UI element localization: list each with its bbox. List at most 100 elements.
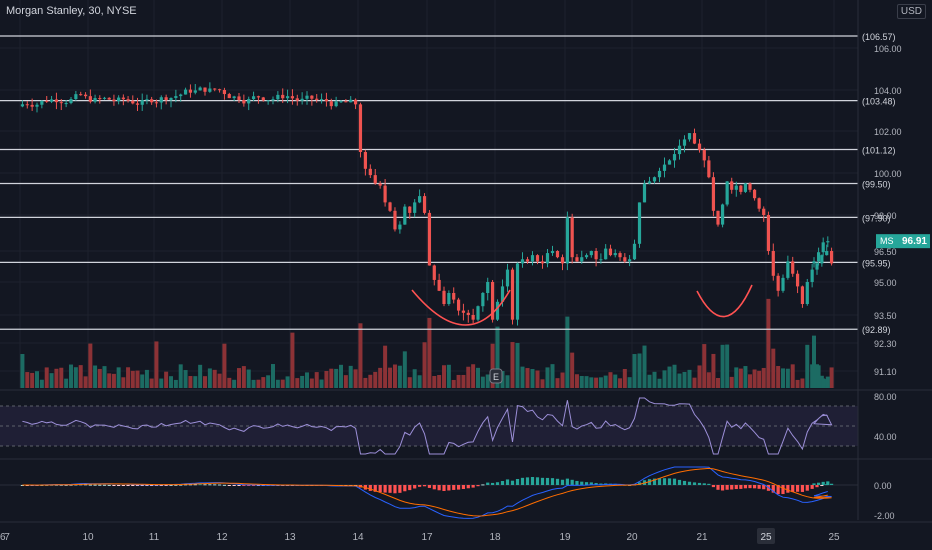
candle-body [786, 261, 790, 278]
volume-bar [613, 374, 618, 388]
candle-body [93, 98, 97, 102]
earnings-event-marker: E [489, 368, 503, 384]
volume-bar [476, 367, 480, 388]
candle-body [766, 215, 771, 251]
candle-body [525, 259, 530, 262]
volume-bar [800, 378, 805, 388]
macd-histogram-bar [815, 485, 819, 488]
time-tick-label: 19 [559, 532, 571, 543]
volume-bar [456, 374, 461, 388]
candle-body [198, 87, 202, 91]
candle-body [550, 251, 555, 254]
price-tick-label: 104.00 [874, 86, 902, 96]
candle-body [757, 198, 761, 209]
volume-bar [555, 378, 560, 388]
macd-histogram-bar [599, 483, 603, 485]
macd-histogram-bar [672, 478, 677, 485]
macd-histogram-bar [525, 477, 530, 485]
macd-histogram-bar [150, 485, 154, 486]
volume-bar [135, 370, 140, 388]
macd-tick-label: 0.00 [874, 481, 892, 491]
volume-bar [111, 373, 116, 388]
candle-body [20, 104, 25, 107]
macd-histogram-bar [393, 485, 397, 494]
volume-bar [246, 369, 251, 388]
rsi-tick-label: 40.00 [874, 432, 897, 442]
volume-bar [515, 342, 520, 388]
volume-bar [397, 365, 402, 388]
candle-body [500, 286, 505, 302]
signal-line [22, 467, 832, 517]
macd-histogram-bar [505, 479, 510, 485]
volume-bar [25, 372, 30, 388]
candle-body [437, 279, 441, 291]
candle-body [730, 181, 734, 190]
volume-bar [73, 367, 78, 388]
volume-bar [812, 335, 816, 388]
currency-button[interactable]: USD [896, 4, 926, 19]
volume-bar [266, 375, 271, 388]
volume-bar [329, 368, 334, 388]
volume-bar [69, 364, 73, 388]
candle-body [193, 90, 197, 93]
candle-body [720, 204, 725, 225]
macd-histogram-bar [734, 485, 738, 490]
candle-body [594, 251, 598, 260]
candle-body [398, 224, 402, 230]
candle-body [349, 99, 353, 103]
macd-histogram-bar [461, 485, 466, 490]
candle-body [707, 160, 711, 178]
volume-bar [451, 379, 456, 388]
macd-histogram-bar [418, 485, 422, 487]
candle-body [408, 206, 412, 213]
volume-bar [692, 377, 697, 388]
volume-bar [594, 377, 599, 388]
volume-bar [140, 374, 145, 388]
volume-bar [130, 370, 135, 388]
macd-histogram-bar [589, 482, 593, 485]
volume-bar [471, 364, 476, 388]
earnings-label: E [493, 372, 499, 382]
volume-bar [54, 368, 59, 388]
cup-pattern-arcs: E [411, 284, 753, 384]
macd-histogram-bar [447, 485, 451, 491]
macd-histogram-bar [427, 485, 432, 488]
candle-body [83, 94, 88, 97]
candle-body [150, 99, 154, 103]
candle-body [35, 104, 39, 107]
volume-bar [702, 344, 707, 388]
candle-body [456, 299, 461, 311]
candle-body [471, 315, 475, 320]
volume-bar [144, 369, 149, 388]
volume-bar [339, 364, 343, 388]
volume-bar [466, 366, 471, 388]
volume-bar [203, 376, 207, 388]
macd-histogram-bar [398, 485, 402, 493]
price-tick-label: 92.30 [874, 339, 897, 349]
macd-histogram-bar [510, 480, 515, 485]
candle-body [821, 242, 825, 253]
candle-body [452, 293, 456, 300]
candle-body [300, 98, 304, 101]
volume-bar [776, 366, 781, 388]
candle-body [319, 99, 324, 101]
volume-bar [642, 345, 647, 388]
macd-histogram-bar [471, 485, 475, 488]
rsi-pane-bg [0, 391, 858, 458]
candle-body [530, 255, 535, 262]
macd-histogram-bar [786, 485, 790, 493]
candle-body [748, 183, 752, 190]
candle-body [540, 261, 545, 264]
volume-bar [256, 379, 261, 388]
volume-bar [757, 370, 762, 388]
volume-bar [490, 343, 495, 388]
candle-body [324, 99, 329, 102]
volume-bar [285, 376, 290, 388]
volume-bar [525, 368, 530, 388]
volume-bar [373, 371, 378, 388]
volume-bar [107, 373, 112, 388]
time-tick-label: 17 [421, 532, 433, 543]
volume-bar [232, 379, 237, 388]
candle-body [310, 95, 314, 99]
